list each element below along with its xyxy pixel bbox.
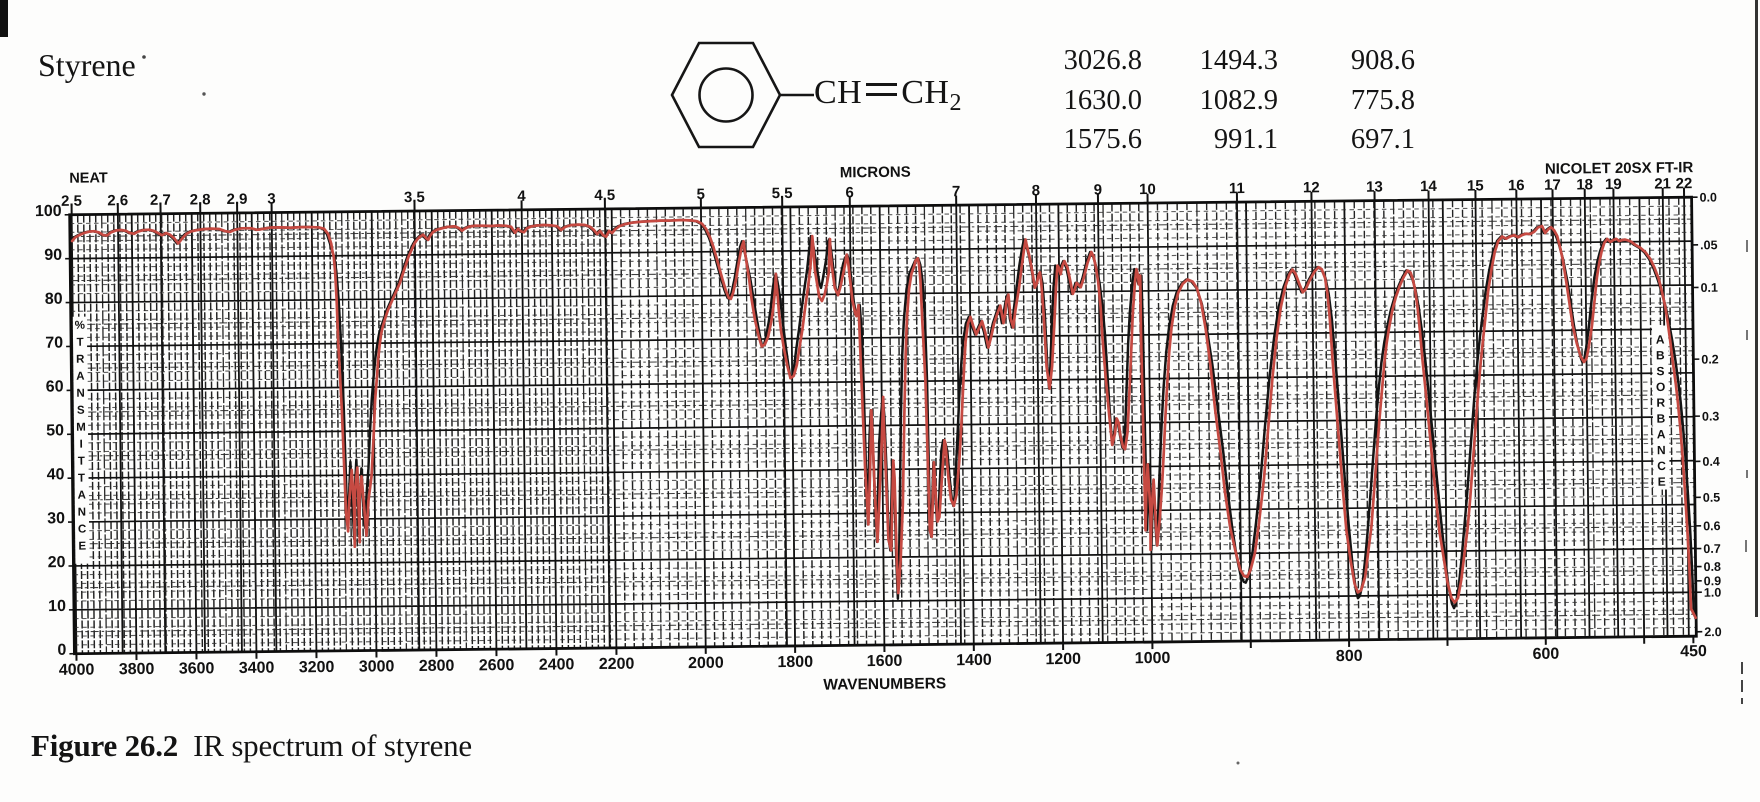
svg-text:30: 30: [47, 510, 65, 527]
svg-text:800: 800: [1336, 648, 1363, 665]
svg-text:A: A: [76, 371, 84, 383]
svg-text:3200: 3200: [299, 659, 335, 676]
svg-text:%: %: [75, 320, 85, 332]
svg-text:1200: 1200: [1045, 651, 1081, 668]
svg-text:C: C: [78, 524, 86, 536]
svg-text:1400: 1400: [956, 652, 992, 669]
svg-text:N: N: [76, 388, 84, 400]
svg-text:0.3: 0.3: [1702, 409, 1720, 423]
svg-text:WAVENUMBERS: WAVENUMBERS: [823, 675, 946, 693]
svg-text:19: 19: [1605, 176, 1622, 193]
svg-text:O: O: [1656, 380, 1665, 394]
svg-text:600: 600: [1532, 646, 1559, 663]
svg-text:N: N: [78, 507, 86, 519]
svg-text:0.8: 0.8: [1704, 560, 1722, 574]
svg-text:18: 18: [1576, 176, 1593, 193]
svg-text:S: S: [77, 405, 85, 417]
svg-text:2.7: 2.7: [150, 192, 171, 209]
svg-text:10: 10: [48, 598, 66, 615]
svg-text:8: 8: [1032, 182, 1041, 199]
svg-text:3.5: 3.5: [404, 189, 425, 206]
svg-text:14: 14: [1420, 178, 1438, 195]
svg-text:70: 70: [45, 335, 63, 352]
svg-text:2600: 2600: [479, 657, 515, 674]
svg-text:450: 450: [1680, 643, 1707, 660]
svg-text:20: 20: [48, 554, 66, 571]
svg-text:2.8: 2.8: [190, 191, 211, 208]
svg-text:12: 12: [1303, 179, 1320, 196]
svg-text:MICRONS: MICRONS: [840, 164, 911, 182]
svg-text:0.1: 0.1: [1700, 281, 1718, 295]
svg-text:1000: 1000: [1135, 650, 1171, 667]
svg-text:0.0: 0.0: [1700, 190, 1718, 204]
svg-text:3600: 3600: [179, 660, 215, 677]
svg-text:R: R: [76, 354, 85, 366]
svg-text:22: 22: [1676, 175, 1693, 192]
svg-text:1600: 1600: [867, 653, 903, 670]
svg-text:9: 9: [1094, 182, 1103, 199]
svg-text:4000: 4000: [59, 662, 95, 679]
svg-text:3000: 3000: [359, 658, 395, 675]
svg-text:4: 4: [517, 188, 526, 205]
svg-text:5: 5: [697, 186, 706, 203]
svg-text:3: 3: [267, 191, 276, 208]
svg-text:0.6: 0.6: [1703, 519, 1721, 533]
svg-text:13: 13: [1366, 179, 1383, 196]
svg-text:15: 15: [1467, 177, 1484, 194]
svg-text:16: 16: [1508, 177, 1525, 194]
svg-text:50: 50: [46, 422, 64, 439]
svg-text:2400: 2400: [539, 656, 575, 673]
svg-text:C: C: [1657, 459, 1666, 473]
svg-text:2.6: 2.6: [107, 192, 128, 209]
svg-text:60: 60: [46, 378, 64, 395]
svg-text:2.0: 2.0: [1704, 625, 1722, 639]
svg-text:A: A: [77, 490, 85, 502]
svg-text:80: 80: [45, 291, 63, 308]
svg-text:17: 17: [1544, 177, 1561, 194]
svg-text:T: T: [78, 473, 85, 485]
svg-text:3400: 3400: [239, 660, 275, 677]
svg-text:11: 11: [1229, 180, 1245, 197]
svg-text:N: N: [1657, 443, 1666, 457]
svg-text:3800: 3800: [119, 661, 155, 678]
svg-text:E: E: [1658, 475, 1666, 489]
svg-text:1.0: 1.0: [1704, 586, 1722, 600]
svg-text:5.5: 5.5: [772, 185, 793, 202]
svg-text:B: B: [1657, 411, 1666, 425]
svg-text:T: T: [76, 337, 83, 349]
svg-text:E: E: [78, 541, 86, 553]
svg-text:40: 40: [47, 466, 65, 483]
svg-text:0.9: 0.9: [1704, 574, 1722, 588]
svg-text:R: R: [1656, 396, 1665, 410]
svg-text:7: 7: [952, 183, 961, 200]
svg-text:2000: 2000: [688, 655, 724, 672]
svg-text:100: 100: [35, 203, 62, 220]
svg-text:0.5: 0.5: [1703, 491, 1721, 505]
svg-text:M: M: [76, 422, 86, 434]
svg-text:0.4: 0.4: [1702, 455, 1720, 469]
svg-text:.05: .05: [1700, 238, 1718, 252]
svg-text:21: 21: [1654, 175, 1671, 192]
svg-text:4.5: 4.5: [594, 187, 615, 204]
svg-text:A: A: [1657, 427, 1666, 441]
svg-text:2.9: 2.9: [227, 191, 248, 208]
svg-text:NEAT: NEAT: [69, 170, 108, 186]
svg-text:0.2: 0.2: [1701, 352, 1719, 366]
svg-text:B: B: [1656, 348, 1665, 362]
svg-text:NICOLET 20SX FT-IR: NICOLET 20SX FT-IR: [1545, 159, 1694, 178]
svg-text:S: S: [1656, 364, 1664, 378]
svg-text:0: 0: [57, 642, 66, 659]
svg-text:10: 10: [1139, 181, 1156, 198]
svg-text:T: T: [78, 456, 85, 468]
svg-text:0.7: 0.7: [1703, 542, 1721, 556]
svg-text:2800: 2800: [419, 658, 455, 675]
svg-text:A: A: [1656, 333, 1665, 347]
svg-text:1800: 1800: [777, 654, 813, 671]
svg-text:90: 90: [44, 247, 62, 264]
svg-text:I: I: [79, 439, 82, 451]
svg-text:2200: 2200: [599, 656, 635, 673]
svg-text:6: 6: [845, 184, 854, 201]
svg-text:2.5: 2.5: [61, 193, 82, 210]
